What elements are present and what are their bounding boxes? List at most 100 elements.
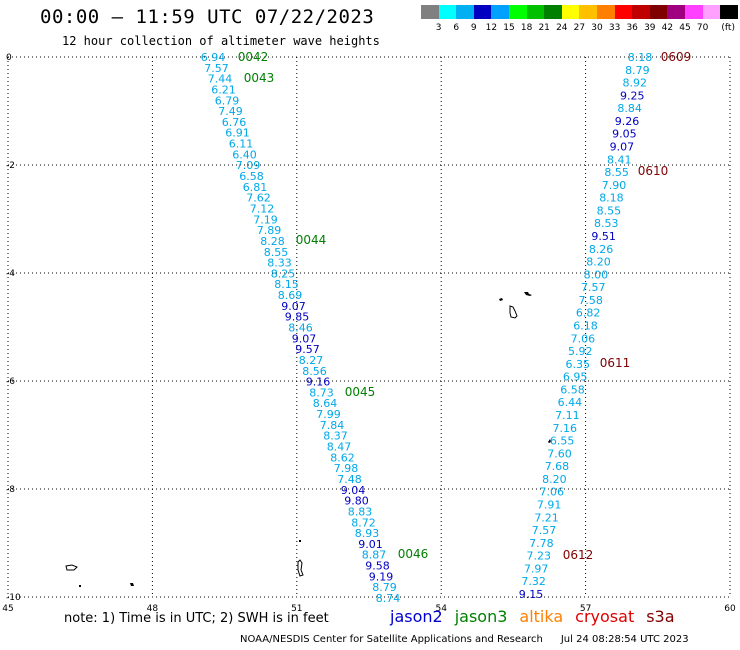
- wave-height-value: 8.25: [271, 267, 296, 280]
- wave-height-value: 6.40: [232, 148, 257, 161]
- wave-height-value: 6.44: [558, 396, 583, 409]
- wave-height-value: 8.56: [302, 365, 327, 378]
- wave-height-value: 9.19: [369, 570, 394, 583]
- wave-height-value: 7.62: [246, 192, 271, 205]
- pass-number: 0045: [345, 385, 376, 399]
- color-swatch: [579, 5, 598, 19]
- credit-text: NOAA/NESDIS Center for Satellite Applica…: [240, 634, 543, 645]
- color-scale-label: 12: [485, 23, 498, 33]
- color-scale-label: 24: [556, 23, 568, 33]
- island-shape: [524, 292, 532, 296]
- pass-number: 0046: [398, 547, 429, 561]
- wave-height-value: 9.07: [610, 141, 635, 154]
- island-shape: [65, 564, 78, 571]
- wave-height-value: 9.80: [344, 495, 369, 508]
- wave-height-value: 6.21: [211, 83, 236, 96]
- pass-number: 0611: [600, 356, 631, 370]
- color-scale-label: 9: [470, 23, 477, 33]
- wave-height-value: 7.57: [532, 524, 557, 537]
- wave-height-value: 8.55: [597, 204, 622, 217]
- wave-height-value: 8.55: [264, 246, 289, 259]
- wave-height-value: 8.64: [313, 397, 338, 410]
- wave-height-value: 6.79: [215, 94, 240, 107]
- legend-entry: cryosat: [575, 607, 635, 626]
- wave-height-value: 9.01: [358, 538, 383, 551]
- color-swatch: [597, 5, 616, 19]
- wave-height-value: 8.47: [327, 441, 352, 454]
- island-shape: [297, 559, 304, 577]
- wave-height-value: 8.41: [607, 153, 632, 166]
- wave-height-value: 8.37: [323, 430, 348, 443]
- wave-height-value: 7.99: [316, 408, 341, 421]
- wave-height-value: 6.91: [225, 127, 250, 140]
- wave-height-value: 8.33: [267, 257, 292, 270]
- wave-height-value: 7.98: [334, 462, 359, 475]
- wave-height-value: 9.51: [591, 230, 616, 243]
- wave-height-value: 7.48: [337, 473, 362, 486]
- wave-height-value: 8.18: [599, 192, 624, 205]
- wave-height-value: 8.79: [625, 64, 650, 77]
- color-scale-label: 27: [573, 23, 586, 33]
- color-swatch: [491, 5, 510, 19]
- color-scale-label: 36: [626, 23, 638, 33]
- wave-height-value: 6.81: [243, 181, 268, 194]
- wave-height-value: 8.69: [278, 289, 303, 302]
- color-scale-label: 39: [644, 23, 656, 33]
- pass-number: 0042: [238, 50, 269, 64]
- color-scale-label: 70: [696, 23, 709, 33]
- wave-height-value: 7.06: [571, 332, 596, 345]
- wave-height-value: 9.07: [281, 300, 306, 313]
- color-swatch: [421, 5, 440, 19]
- wave-height-value: 8.15: [274, 278, 299, 291]
- wave-height-value: 8.62: [330, 451, 355, 464]
- wave-height-value: 5.92: [568, 345, 593, 358]
- color-scale-label: 3: [435, 23, 442, 33]
- satellite-legend: jason2 jason3 altika cryosat s3a: [390, 607, 687, 626]
- wave-height-value: 7.32: [521, 575, 546, 588]
- wave-height-value: 9.16: [306, 376, 331, 389]
- wave-height-value: 8.72: [351, 516, 376, 529]
- wave-height-value: 6.18: [573, 320, 598, 333]
- credit-line: NOAA/NESDIS Center for Satellite Applica…: [240, 634, 689, 645]
- y-tick-label: -6: [6, 377, 15, 387]
- wave-height-value: 9.04: [341, 484, 366, 497]
- pass-number: 0610: [638, 164, 669, 178]
- color-swatch: [509, 5, 528, 19]
- wave-height-value: 8.53: [594, 217, 619, 230]
- color-swatch: [438, 5, 457, 19]
- wave-height-value: 9.57: [295, 343, 320, 356]
- wave-height-value: 7.58: [578, 294, 603, 307]
- wave-height-value: 8.27: [299, 354, 324, 367]
- color-swatch: [702, 5, 721, 19]
- color-swatch: [473, 5, 492, 19]
- wave-height-value: 7.19: [253, 213, 278, 226]
- island-shape: [509, 305, 518, 319]
- wave-height-value: 6.11: [229, 138, 254, 151]
- wave-height-value: 7.16: [552, 422, 577, 435]
- wave-height-value: 7.21: [534, 511, 559, 524]
- pass-number: 0612: [563, 548, 594, 562]
- color-swatch: [544, 5, 563, 19]
- wave-height-value: 8.28: [260, 235, 285, 248]
- wave-height-value: 7.78: [529, 537, 554, 550]
- wave-height-value: 7.60: [547, 447, 572, 460]
- color-swatch: [456, 5, 475, 19]
- wave-height-value: 6.35: [565, 358, 590, 371]
- pass-number: 0043: [244, 71, 275, 85]
- wave-height-value: 6.76: [222, 116, 247, 129]
- footnote: note: 1) Time is in UTC; 2) SWH is in fe…: [64, 611, 329, 626]
- island-shape: [548, 439, 551, 443]
- legend-entry: jason3: [454, 607, 508, 626]
- wave-height-value: 6.82: [576, 307, 601, 320]
- y-tick-label: -10: [6, 593, 21, 603]
- pass-number: 0044: [296, 233, 327, 247]
- wave-height-value: 7.12: [250, 202, 275, 215]
- wave-height-value: 8.26: [589, 243, 614, 256]
- wave-height-value: 8.84: [617, 102, 642, 115]
- wave-height-value: 6.55: [550, 435, 575, 448]
- wave-height-value: 8.93: [355, 527, 380, 540]
- generated-timestamp: Jul 24 08:28:54 UTC 2023: [560, 634, 689, 645]
- axis-ticks: 45 48 51 54 57 60 0 -2 -4 -6 -8 -10: [2, 53, 736, 614]
- wave-height-value: 7.23: [527, 550, 552, 563]
- wave-height-value: 9.15: [519, 588, 544, 601]
